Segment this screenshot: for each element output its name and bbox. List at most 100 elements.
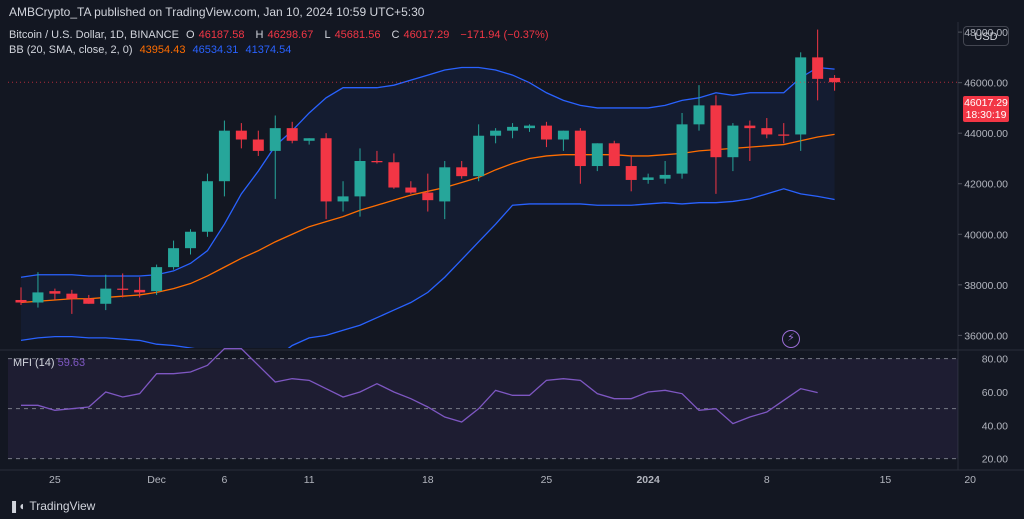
candle [761, 118, 773, 139]
ohlc-low: L 45681.56 [324, 29, 381, 41]
mfi-value: 59.63 [57, 357, 86, 369]
lightning-icon[interactable]: ⚡ [782, 330, 800, 348]
time-tick-label: 11 [304, 474, 315, 486]
mfi-line-group [21, 348, 818, 425]
price-tick-label: 40000.00 [964, 229, 1008, 241]
candle-body [507, 126, 519, 131]
candle [574, 128, 586, 184]
candle-body [608, 143, 620, 167]
candle [252, 130, 264, 156]
time-tick-label: 25 [541, 474, 553, 486]
candle-body [778, 134, 790, 136]
price-grid [0, 22, 1024, 471]
ohlc-open: O 46187.58 [186, 29, 245, 41]
candle [625, 155, 637, 192]
candle [659, 160, 671, 184]
candle [117, 273, 129, 298]
candle-body [134, 289, 146, 293]
candle-body [422, 192, 434, 201]
price-tick-label: 36000.00 [964, 330, 1008, 342]
candle [507, 123, 519, 139]
candle-body [557, 130, 569, 140]
candle [405, 181, 417, 194]
mfi-line [21, 348, 818, 425]
price-tick-label: 38000.00 [964, 280, 1008, 292]
candle-body [117, 288, 129, 290]
candle [49, 288, 61, 300]
ohlc-close: C 46017.29 [391, 29, 450, 41]
candlestick-series [8, 29, 958, 314]
time-tick-label: 2024 [636, 474, 660, 486]
candle [676, 112, 688, 179]
candle [337, 181, 349, 212]
candle [66, 289, 78, 314]
candle-body [761, 128, 773, 135]
candle-body [235, 130, 247, 140]
candle-body [218, 130, 230, 182]
candle [439, 160, 451, 220]
candle-body [388, 162, 400, 188]
candle [83, 294, 95, 304]
last-price-value: 46017.29 [964, 97, 1008, 109]
candle-body [151, 267, 163, 292]
candle [829, 75, 841, 91]
candle-body [320, 138, 332, 202]
candle [218, 120, 230, 197]
candle [134, 277, 146, 298]
candle [710, 95, 722, 194]
mfi-tick-label: 40.00 [982, 420, 1008, 432]
candle [795, 52, 807, 151]
candle-body [185, 231, 196, 249]
candle-body [49, 291, 61, 294]
price-tick-label: 44000.00 [964, 128, 1008, 140]
candle-body [625, 166, 637, 180]
candle [812, 29, 824, 101]
candle-body [66, 293, 78, 299]
brand-name: TradingView [29, 499, 96, 513]
candle [557, 130, 569, 151]
candle-body [354, 160, 366, 197]
candle-body [744, 125, 756, 129]
ohlc-high: H 46298.67 [255, 29, 314, 41]
candle-body [727, 125, 739, 158]
bb-upper-value: 46534.31 [192, 44, 239, 56]
price-tick-label: 42000.00 [964, 179, 1008, 191]
publisher-line: AMBCrypto_TA published on TradingView.co… [9, 5, 425, 19]
candle [354, 148, 366, 217]
candle-body [524, 125, 535, 129]
candle [642, 173, 654, 184]
candle [201, 173, 213, 237]
candle [524, 124, 535, 132]
ohlc-change: −171.94 (−0.37%) [460, 29, 549, 41]
mfi-tick-label: 80.00 [982, 354, 1008, 366]
tradingview-logo-icon: ❚◖ [9, 499, 25, 513]
tradingview-brand: ❚◖ TradingView [9, 499, 95, 513]
candle [15, 287, 27, 306]
candle-body [659, 174, 671, 179]
candle [32, 272, 44, 308]
bb-label[interactable]: BB (20, SMA, close, 2, 0) [9, 44, 133, 56]
candle-body [303, 138, 315, 141]
candle-body [405, 187, 417, 193]
symbol-name[interactable]: Bitcoin / U.S. Dollar, 1D, BINANCE [9, 29, 179, 41]
candle-body [286, 128, 298, 141]
candle [100, 274, 112, 311]
candle-body [337, 196, 349, 202]
candle-body [252, 139, 264, 151]
candle-body [456, 167, 468, 177]
candle [371, 150, 383, 164]
candle [456, 160, 468, 179]
currency-button[interactable]: USD [963, 26, 1009, 46]
time-tick-label: 8 [764, 474, 770, 486]
candle-body [540, 125, 552, 140]
candle [168, 240, 180, 270]
bb-legend: BB (20, SMA, close, 2, 0) 43954.43 46534… [9, 44, 295, 56]
candle [744, 120, 756, 161]
time-tick-label: 20 [964, 474, 976, 486]
candle-body [591, 143, 603, 167]
candle [608, 140, 620, 167]
last-price-tag: 46017.29 18:30:19 [963, 96, 1009, 122]
mfi-label[interactable]: MFI (14) [13, 357, 55, 369]
time-tick-label: 18 [422, 474, 434, 486]
